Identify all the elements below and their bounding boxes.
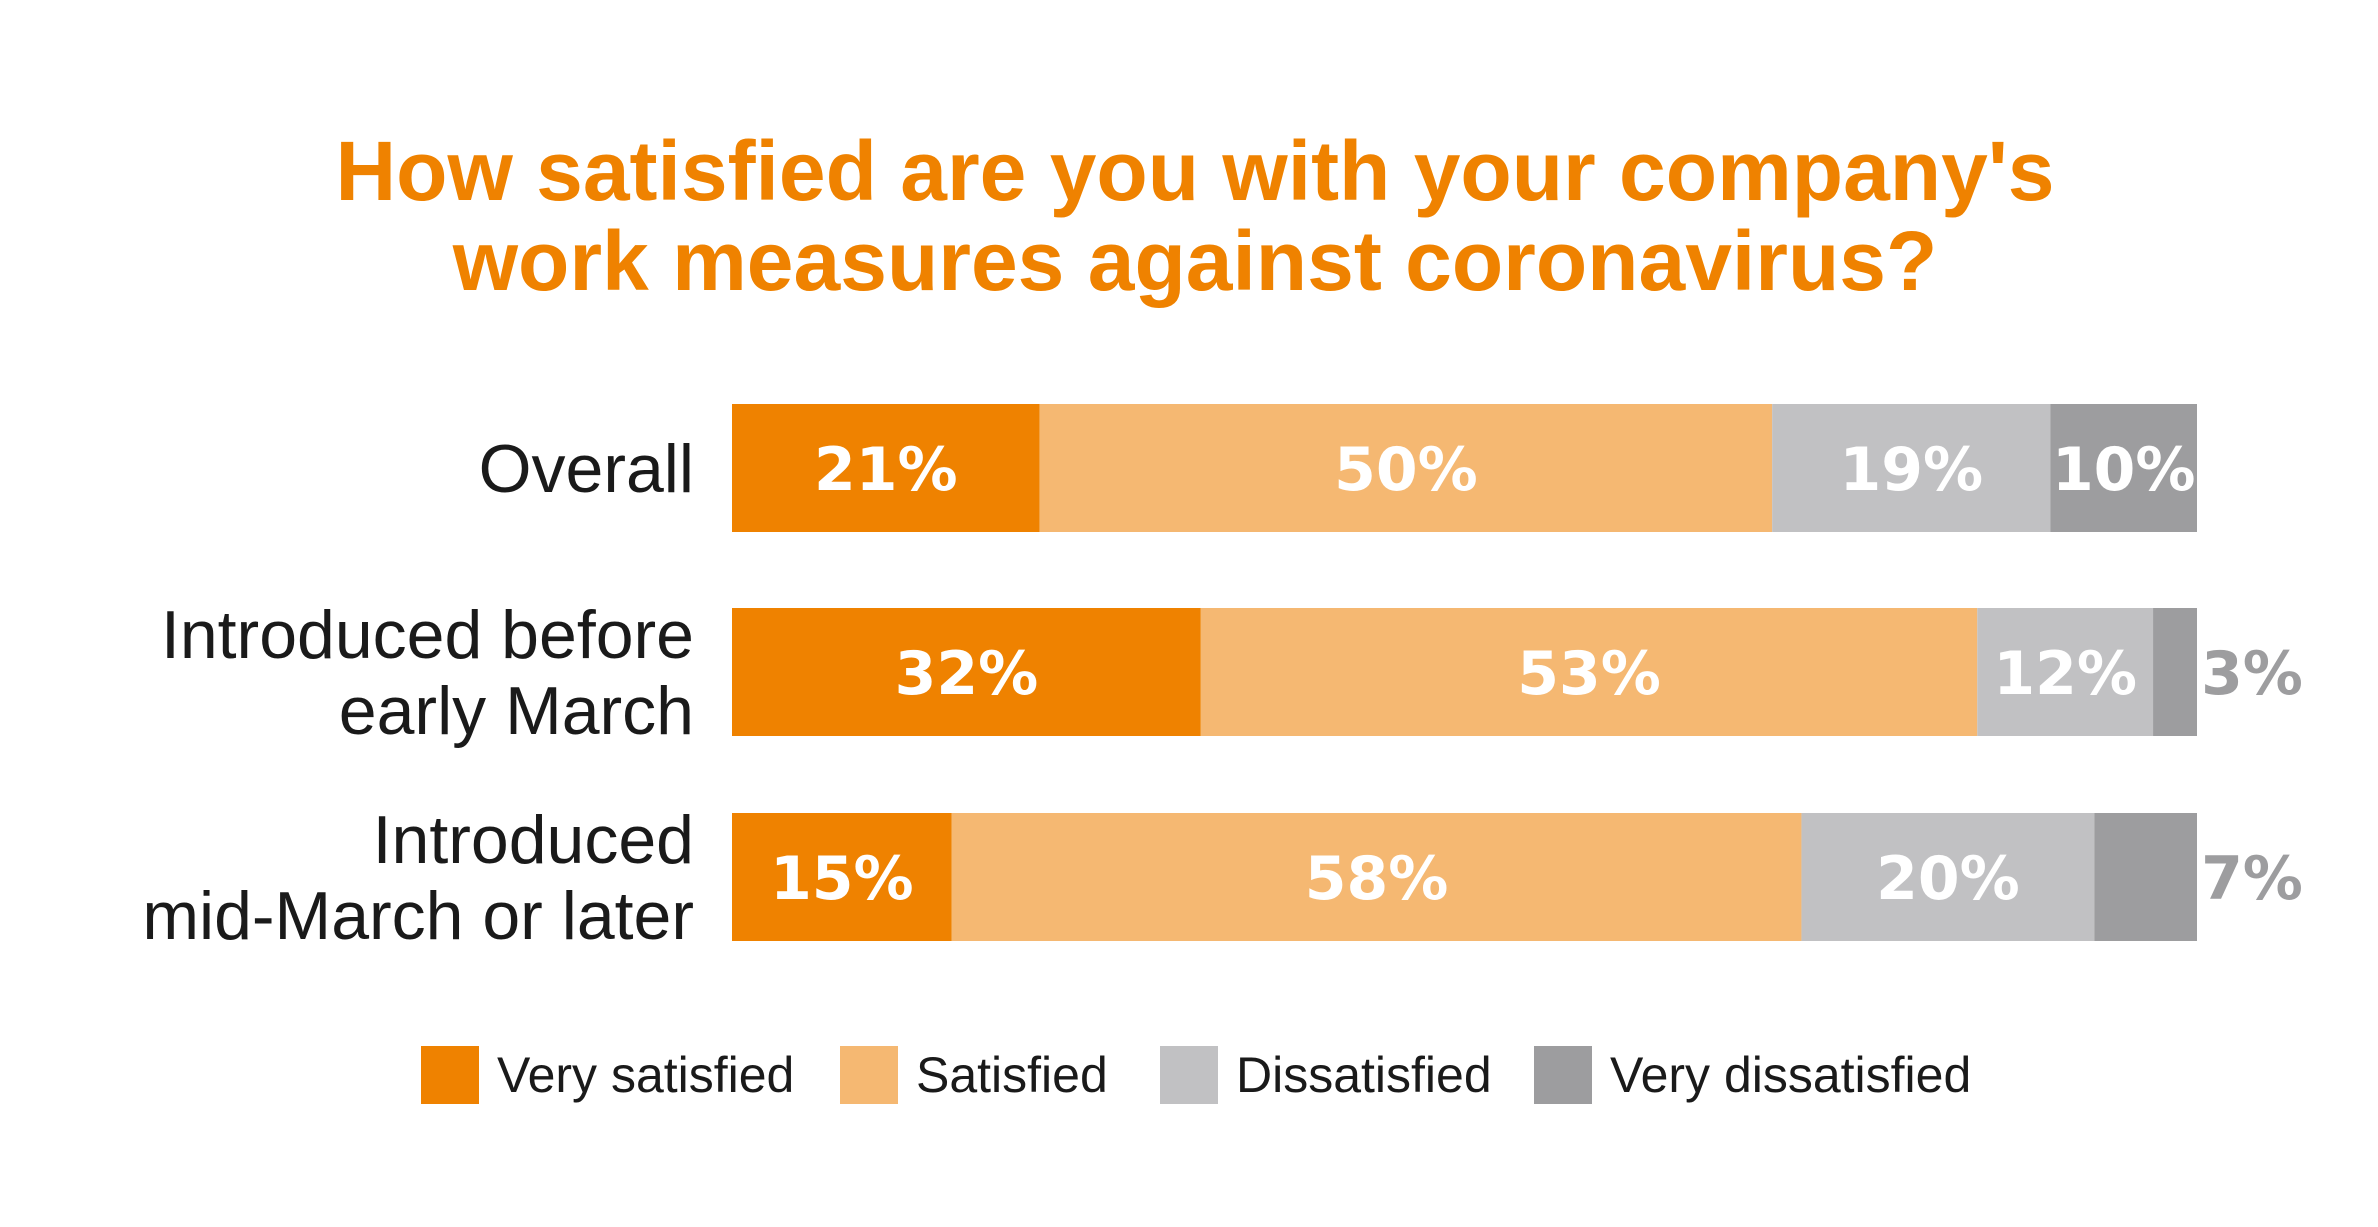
bar-segment [732,404,1040,532]
bar-segment [1200,608,1978,736]
bars-group: 21% 50% 19% 10% 32% 53% 12% 3% 15% 58% 20% 7% [732,404,2303,941]
bar-segment [1772,404,2051,532]
legend-label: Very satisfied [497,1047,794,1103]
category-label: Overall [479,431,694,507]
bar-value-label: 3% [2201,639,2303,709]
category-label: Introduced before [161,597,694,673]
legend-swatch [840,1046,898,1104]
bar-value-label: 20% [1876,844,2020,914]
legend-label: Dissatisfied [1236,1047,1492,1103]
chart-title-line-2: work measures against coronavirus? [452,214,1938,308]
bar-segment [732,813,952,941]
bar-value-label: 53% [1517,639,1661,709]
category-label: early March [339,673,694,749]
legend-label: Very dissatisfied [1610,1047,1971,1103]
bar-value-label: 19% [1840,435,1984,505]
category-label: Introduced [373,802,694,878]
bar-segment [2050,404,2197,532]
bar-value-label: 15% [770,844,914,914]
bar-value-label: 32% [895,639,1039,709]
bar-segment [1977,608,2154,736]
bar-value-label: 21% [814,435,958,505]
bar-value-label: 12% [1993,639,2137,709]
legend-label: Satisfied [916,1047,1108,1103]
chart-title: How satisfied are you with your company'… [335,124,2054,308]
bar-segment [1801,813,2095,941]
bar-value-label: 7% [2201,844,2303,914]
legend-swatch [1160,1046,1218,1104]
bar-segment [2153,608,2197,736]
bar-segment [951,813,1802,941]
bar-segment [1039,404,1773,532]
bar-segment [2094,813,2197,941]
category-label: mid-March or later [142,878,694,954]
legend-swatch [421,1046,479,1104]
legend-swatch [1534,1046,1592,1104]
bar-segment [732,608,1201,736]
chart-title-line-1: How satisfied are you with your company'… [335,124,2054,218]
bar-value-label: 10% [2052,435,2196,505]
bar-value-label: 58% [1305,844,1449,914]
legend: Very satisfied Satisfied Dissatisfied Very … [421,1046,1971,1104]
bar-value-label: 50% [1334,435,1478,505]
